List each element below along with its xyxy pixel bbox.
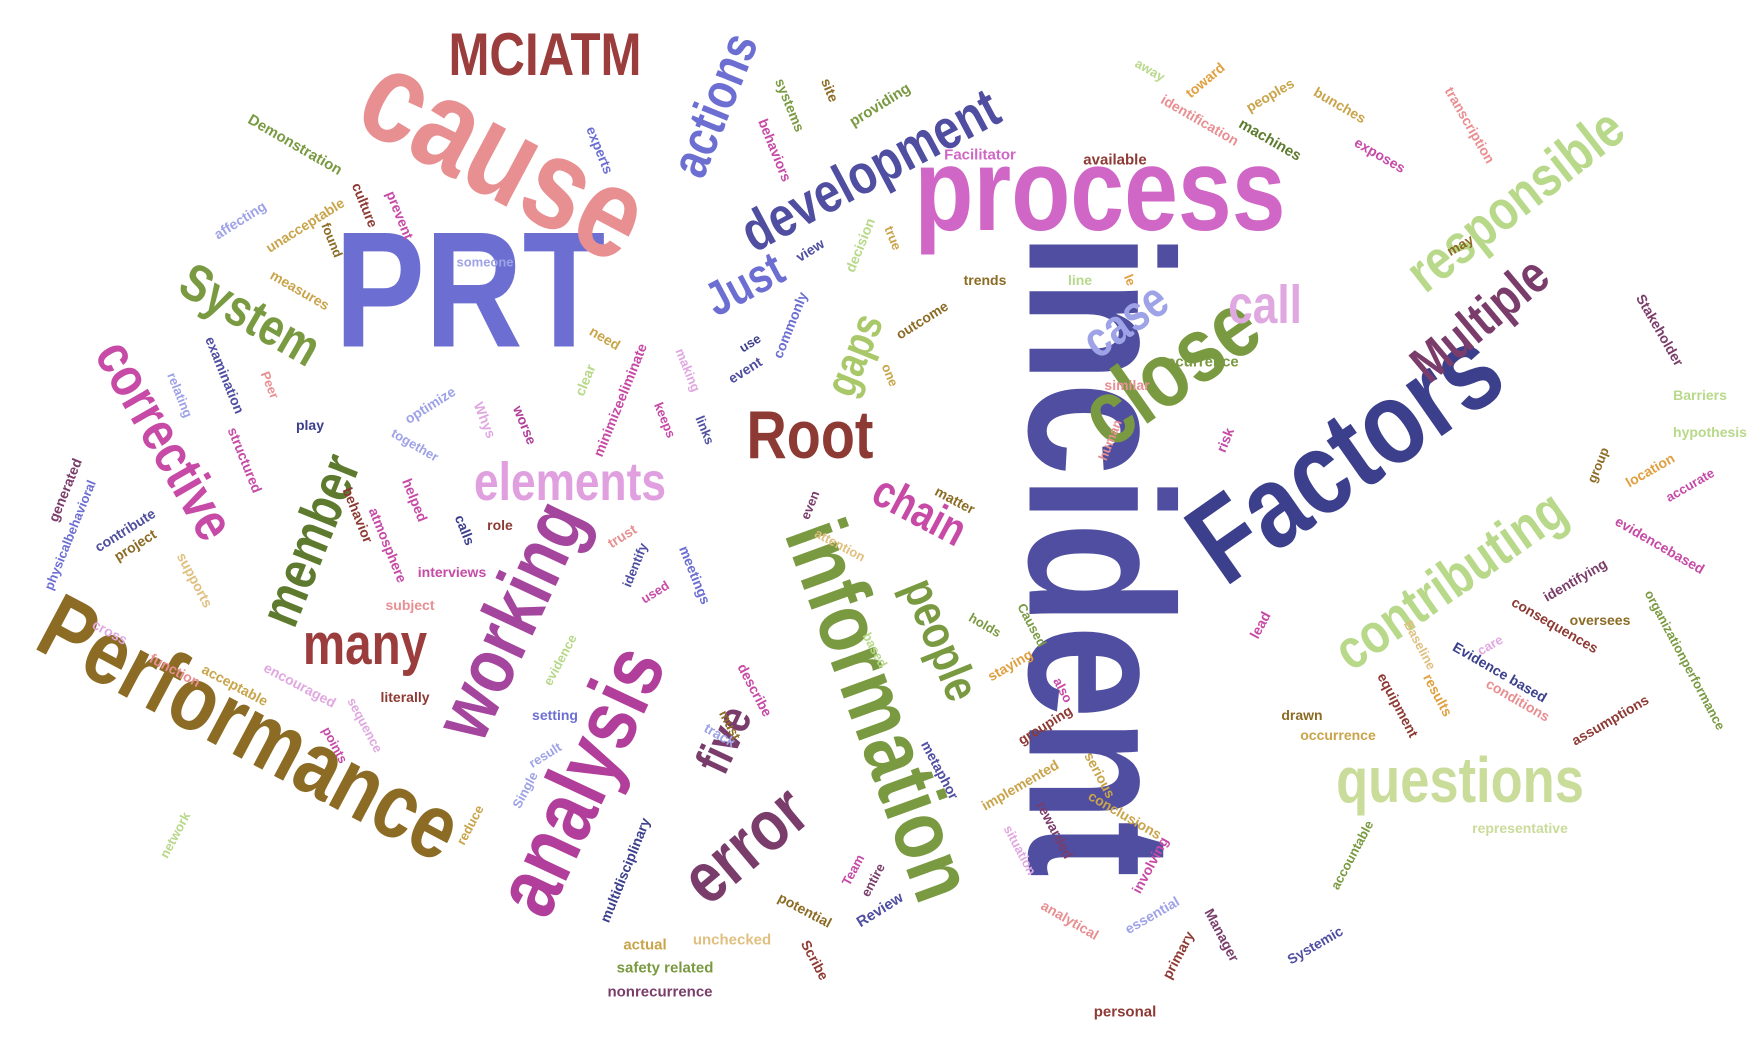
word-results: results: [1420, 670, 1456, 720]
word-drawn: drawn: [1281, 707, 1323, 723]
word-even: even: [797, 488, 823, 522]
word-call: call: [1228, 275, 1302, 335]
word-outcome: outcome: [893, 297, 951, 343]
word-transcription: transcription: [1441, 83, 1499, 167]
word-identifying: identifying: [1540, 555, 1610, 605]
word-away: away: [1132, 55, 1168, 85]
word-analytical: analytical: [1038, 897, 1102, 943]
word-nonrecurrence: nonrecurrence: [607, 983, 713, 1001]
word-supports: supports: [173, 549, 217, 611]
word-line: line: [1067, 272, 1093, 288]
word-error: error: [666, 770, 824, 920]
word-equipment: equipment: [1374, 669, 1422, 741]
word-potential: potential: [775, 889, 835, 931]
word-examination: examination: [202, 334, 248, 416]
word-actual: actual: [623, 936, 667, 954]
word-keeps: keeps: [651, 400, 679, 440]
word-together: together: [388, 425, 442, 465]
word-barriers: Barriers: [1673, 387, 1727, 403]
word-entire: entire: [858, 860, 888, 900]
word-primary: primary: [1158, 928, 1198, 982]
word-recurrence: recurrence: [1161, 353, 1239, 371]
word-mciatm: MCIATM: [448, 21, 642, 88]
word-process: process: [914, 124, 1286, 256]
word-many: many: [302, 612, 428, 677]
word-subject: subject: [385, 597, 435, 613]
word-elements: elements: [474, 452, 666, 512]
word-decision: decision: [841, 215, 879, 275]
word-trends: trends: [963, 272, 1007, 288]
word-system: System: [169, 251, 331, 379]
word-meetings: meetings: [676, 543, 714, 607]
word-event: event: [725, 353, 765, 387]
word-accountable: accountable: [1327, 817, 1377, 893]
word-accurate: accurate: [1663, 465, 1717, 505]
word-worse: worse: [510, 403, 540, 447]
word-actions: actions: [660, 24, 770, 186]
word-helped: helped: [399, 476, 431, 524]
word-demonstration: Demonstration: [244, 111, 346, 179]
word-behaviors: behaviors: [755, 116, 795, 184]
word-scribe: Scribe: [797, 937, 833, 983]
word-play: play: [295, 417, 325, 433]
word-structured: structured: [224, 424, 266, 496]
word-root: Root: [746, 397, 874, 473]
word-affecting: affecting: [211, 197, 269, 243]
word-peer: Peer: [257, 369, 283, 401]
word-making: making: [672, 346, 704, 394]
word-prt: PRT: [334, 197, 606, 382]
word-evidencebased: evidencebased: [1612, 512, 1708, 578]
word-interviews: interviews: [417, 564, 487, 580]
word-oversees: oversees: [1569, 612, 1631, 628]
word-setting: setting: [532, 707, 578, 723]
word-representative: representative: [1472, 820, 1568, 836]
word-network: network: [156, 809, 194, 861]
word-toward: toward: [1182, 59, 1228, 101]
word-literally: literally: [380, 689, 430, 705]
word-true: true: [881, 223, 905, 253]
word-safety-related: safety related: [616, 959, 714, 977]
word-optimize: optimize: [401, 383, 459, 427]
word-used: used: [638, 577, 672, 607]
word-hypothesis: hypothesis: [1673, 424, 1747, 440]
word-exposes: exposes: [1351, 134, 1409, 176]
word-commonly: commonly: [769, 289, 811, 361]
word-one: one: [878, 361, 902, 389]
word-use: use: [736, 330, 764, 356]
word-stakeholder: Stakeholder: [1633, 291, 1687, 369]
word-someone: someone: [456, 254, 514, 270]
word-member: member: [246, 445, 373, 635]
word-bunches: bunches: [1311, 83, 1369, 127]
word-review: Review: [853, 889, 907, 931]
word-links: links: [692, 413, 718, 447]
word-calls: calls: [451, 512, 479, 548]
word-essential: essential: [1122, 893, 1182, 937]
word-location: location: [1622, 449, 1678, 491]
word-risk: risk: [1212, 425, 1238, 455]
word-questions: questions: [1336, 744, 1584, 816]
word-occurrence: occurrence: [1300, 727, 1376, 743]
word-systemic: Systemic: [1284, 922, 1346, 968]
word-atmosphere: atmosphere: [365, 505, 411, 585]
word-gaps: gaps: [816, 306, 894, 404]
word-manager: Manager: [1201, 905, 1243, 965]
word-just: Just: [696, 242, 793, 327]
word-personal: personal: [1093, 1003, 1157, 1021]
word-group: group: [1584, 445, 1612, 485]
word-information: information: [766, 506, 995, 914]
word-assumptions: assumptions: [1568, 691, 1652, 749]
word-role: role: [487, 517, 513, 533]
word-available: available: [1083, 151, 1147, 169]
word-site: site: [818, 75, 842, 105]
word-unchecked: unchecked: [692, 931, 772, 949]
word-organizationperformance: organizationperformance: [1641, 587, 1729, 733]
word-lead: lead: [1246, 608, 1274, 642]
word-whys: Whys: [470, 399, 500, 441]
word-facilitator: Facilitator: [944, 146, 1016, 164]
word-peoples: peoples: [1243, 74, 1297, 116]
word-identify: identify: [619, 540, 651, 590]
word-similar: similar: [1104, 377, 1150, 393]
word-systems: systems: [772, 76, 808, 134]
